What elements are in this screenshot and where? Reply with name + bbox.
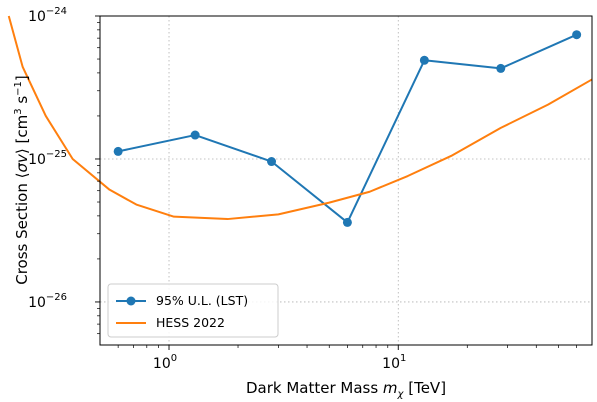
legend-box: [107, 283, 279, 338]
data-point: [496, 63, 506, 73]
series-layer: [7, 15, 593, 227]
plot-frame: [99, 15, 593, 346]
x-axis-label: Dark Matter Mass mχ [TeV]: [246, 379, 446, 400]
data-point: [342, 217, 352, 227]
legend-label-hess: HESS 2022: [156, 315, 225, 330]
y-axis-label: Cross Section ⟨σv⟩ [cm3 s−1]: [13, 75, 31, 285]
data-point: [419, 55, 429, 65]
data-point: [190, 130, 200, 140]
legend-marker-lst: [126, 296, 136, 306]
legend: 95% U.L. (LST) HESS 2022: [107, 283, 279, 338]
data-point: [572, 30, 582, 40]
series-line-1: [7, 15, 593, 221]
data-point: [113, 146, 123, 156]
data-point: [267, 157, 277, 167]
legend-label-lst: 95% U.L. (LST): [156, 293, 248, 308]
axes-spines: [99, 15, 593, 346]
